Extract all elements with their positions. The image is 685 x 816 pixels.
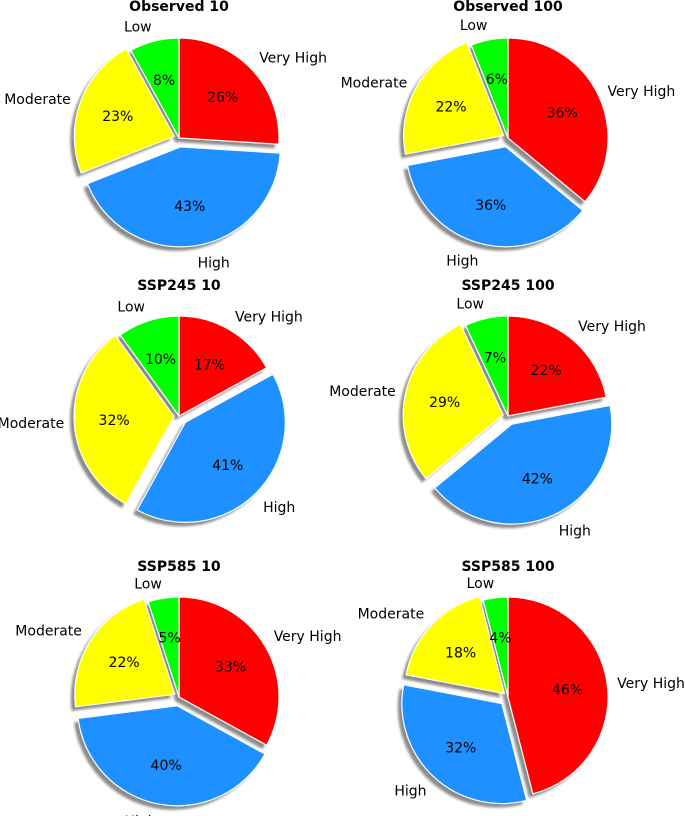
pie-chart-5: SSP585 10 33% Very High 40% High 22% Moderate 5… xyxy=(15,559,341,816)
slice-moderate xyxy=(73,334,175,505)
slice-very-high xyxy=(178,37,280,145)
slice-low xyxy=(464,315,509,417)
category-label-high: High xyxy=(263,500,295,516)
slice-high xyxy=(401,684,528,805)
pct-label-moderate: 29% xyxy=(429,395,460,411)
slice-high xyxy=(406,146,584,248)
category-label-low: Low xyxy=(134,576,162,592)
pct-label-very-high: 33% xyxy=(215,660,246,676)
category-label-moderate: Moderate xyxy=(358,606,425,622)
category-label-very-high: Very High xyxy=(274,629,342,645)
slice-moderate xyxy=(74,598,176,708)
pie-chart-1: Observed 10 26% Very High 43% High 23% Moderat… xyxy=(4,0,327,272)
category-label-low: Low xyxy=(124,20,152,36)
slice-high xyxy=(433,404,613,525)
category-label-moderate: Moderate xyxy=(15,623,82,639)
slice-low xyxy=(130,37,180,139)
slice-moderate xyxy=(405,595,506,695)
slice-very-high xyxy=(178,315,268,418)
pct-label-very-high: 46% xyxy=(552,683,583,699)
category-label-moderate: Moderate xyxy=(0,416,64,432)
slice-moderate xyxy=(403,41,505,156)
slice-very-high xyxy=(178,596,280,746)
pct-label-very-high: 26% xyxy=(207,90,238,106)
chart-title: SSP245 100 xyxy=(461,278,554,294)
slice-low xyxy=(482,596,509,698)
pie-chart-3: SSP245 10 17% Very High 41% High 32% Moderate 1… xyxy=(0,278,303,527)
category-label-high: High xyxy=(559,524,591,540)
chart-title: Observed 100 xyxy=(453,0,563,15)
pct-label-high: 43% xyxy=(174,199,205,215)
category-label-moderate: Moderate xyxy=(4,92,71,108)
category-label-low: Low xyxy=(117,299,145,315)
slice-high xyxy=(77,705,266,807)
slice-moderate xyxy=(402,323,504,480)
category-label-very-high: Very High xyxy=(608,84,676,100)
pct-label-moderate: 22% xyxy=(109,655,140,671)
pct-label-moderate: 32% xyxy=(99,413,130,429)
category-label-very-high: Very High xyxy=(235,309,303,325)
category-label-high: High xyxy=(394,784,426,800)
chart-title: SSP245 10 xyxy=(137,278,221,294)
slice-low xyxy=(470,37,509,139)
pct-label-low: 7% xyxy=(484,350,506,366)
pct-label-high: 42% xyxy=(522,471,553,487)
chart-title: SSP585 100 xyxy=(461,559,554,575)
pct-label-low: 4% xyxy=(489,631,511,647)
category-label-very-high: Very High xyxy=(259,51,327,67)
slice-very-high xyxy=(507,596,609,795)
slice-very-high xyxy=(507,315,607,417)
pct-label-low: 6% xyxy=(486,72,508,88)
category-label-very-high: Very High xyxy=(617,676,685,692)
slice-low xyxy=(147,596,180,698)
pct-label-high: 41% xyxy=(212,458,243,474)
category-label-very-high: Very High xyxy=(578,319,646,335)
pct-label-high: 32% xyxy=(445,740,476,756)
chart-title: Observed 10 xyxy=(129,0,229,15)
pie-chart-2: Observed 100 36% Very High 36% High 22% Modera… xyxy=(341,0,676,269)
pct-label-very-high: 36% xyxy=(547,106,578,122)
category-label-low: Low xyxy=(467,576,495,592)
category-label-low: Low xyxy=(456,297,484,313)
pct-label-moderate: 23% xyxy=(102,109,133,125)
pct-label-moderate: 22% xyxy=(435,100,466,116)
chart-title: SSP585 10 xyxy=(137,559,221,575)
slice-low xyxy=(119,315,180,418)
pct-label-very-high: 17% xyxy=(194,357,225,373)
category-label-high: High xyxy=(198,256,230,272)
pct-label-very-high: 22% xyxy=(531,363,562,379)
pct-label-high: 40% xyxy=(151,758,182,774)
category-label-high: High xyxy=(446,253,478,269)
category-label-high: High xyxy=(125,814,157,816)
pie-chart-4: SSP245 100 22% Very High 42% High 29% Moderate… xyxy=(329,278,646,540)
pct-label-low: 10% xyxy=(145,352,176,368)
slice-moderate xyxy=(73,47,176,174)
category-label-moderate: Moderate xyxy=(341,76,408,92)
slice-very-high xyxy=(507,37,609,203)
slice-high xyxy=(86,146,281,248)
pct-label-low: 5% xyxy=(158,631,180,647)
category-label-low: Low xyxy=(460,18,488,34)
pie-chart-6: SSP585 100 46% Very High 32% High 18% Moderate… xyxy=(358,559,685,808)
category-label-moderate: Moderate xyxy=(329,384,396,400)
pct-label-high: 36% xyxy=(475,198,506,214)
pct-label-low: 8% xyxy=(153,73,175,89)
slice-high xyxy=(136,373,286,523)
pct-label-moderate: 18% xyxy=(445,646,476,662)
